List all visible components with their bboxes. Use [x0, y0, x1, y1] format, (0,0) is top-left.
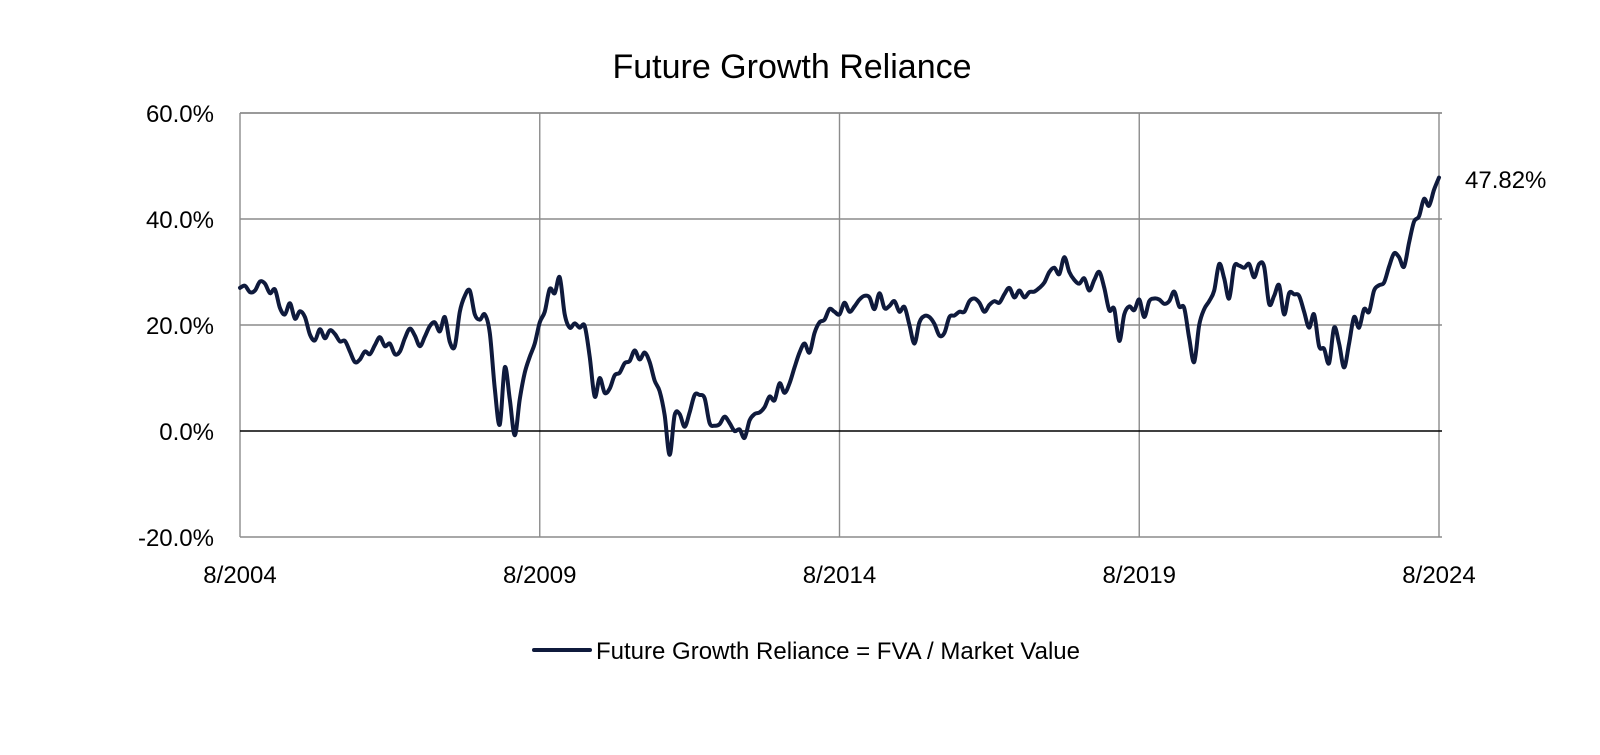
grid-lines — [239, 112, 1442, 538]
x-tick-label: 8/2009 — [503, 562, 576, 589]
series-line — [238, 175, 1441, 457]
x-tick-label: 8/2019 — [1103, 562, 1176, 589]
tick-labels: -20.0% 0.0% 20.0% 40.0% 60.0% 8/2004 8/2009 8/2… — [138, 101, 1476, 589]
y-tick-label: -20.0% — [138, 525, 214, 552]
y-tick-label: 0.0% — [159, 419, 214, 446]
chart-title: Future Growth Reliance — [612, 48, 971, 86]
series-layer — [238, 175, 1441, 457]
last-value-label: 47.82% — [1465, 167, 1546, 194]
x-tick-label: 8/2024 — [1402, 562, 1475, 589]
x-tick-label: 8/2004 — [203, 562, 276, 589]
legend-label: Future Growth Reliance = FVA / Market Va… — [596, 638, 1080, 665]
y-tick-label: 40.0% — [146, 207, 214, 234]
y-tick-label: 60.0% — [146, 101, 214, 128]
y-tick-label: 20.0% — [146, 313, 214, 340]
x-tick-label: 8/2014 — [803, 562, 876, 589]
legend: Future Growth Reliance = FVA / Market Va… — [532, 638, 1080, 665]
